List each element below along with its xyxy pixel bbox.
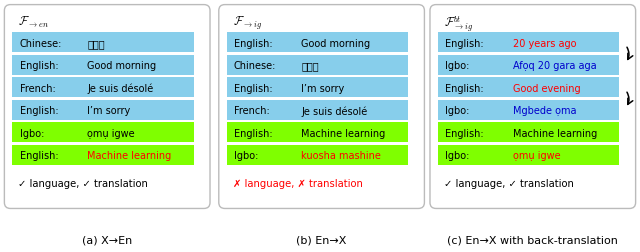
FancyBboxPatch shape <box>12 56 194 76</box>
Text: Je suis désolé: Je suis désolé <box>87 83 154 94</box>
Text: Machine learning: Machine learning <box>87 151 172 161</box>
Text: English:: English: <box>234 39 273 49</box>
Text: (c) En→X with back-translation: (c) En→X with back-translation <box>447 234 618 244</box>
FancyBboxPatch shape <box>438 145 620 165</box>
FancyBboxPatch shape <box>438 33 620 53</box>
Text: Igbo:: Igbo: <box>234 151 259 161</box>
Text: English:: English: <box>19 106 58 116</box>
Text: English:: English: <box>19 151 58 161</box>
FancyBboxPatch shape <box>12 33 194 53</box>
Text: I’m sorry: I’m sorry <box>87 106 131 116</box>
Text: ✓ language, ✓ translation: ✓ language, ✓ translation <box>19 179 148 189</box>
Text: $\mathcal{F}^{bt}_{\rightarrow ig}$: $\mathcal{F}^{bt}_{\rightarrow ig}$ <box>444 15 473 35</box>
Text: I’m sorry: I’m sorry <box>301 83 345 93</box>
Text: Good evening: Good evening <box>513 83 580 93</box>
Text: English:: English: <box>445 39 484 49</box>
FancyBboxPatch shape <box>430 6 636 209</box>
Text: Igbo:: Igbo: <box>19 128 44 138</box>
Text: Good morning: Good morning <box>301 39 371 49</box>
FancyBboxPatch shape <box>4 6 210 209</box>
Text: $\mathcal{F}_{\rightarrow ig}$: $\mathcal{F}_{\rightarrow ig}$ <box>233 15 262 32</box>
FancyBboxPatch shape <box>438 56 620 76</box>
FancyBboxPatch shape <box>227 145 408 165</box>
FancyBboxPatch shape <box>12 145 194 165</box>
Text: Igbo:: Igbo: <box>445 61 470 71</box>
FancyBboxPatch shape <box>12 123 194 143</box>
Text: Je suis désolé: Je suis désolé <box>301 106 368 116</box>
FancyBboxPatch shape <box>227 123 408 143</box>
FancyBboxPatch shape <box>227 101 408 120</box>
Text: Chinese:: Chinese: <box>234 61 276 71</box>
Text: French:: French: <box>19 83 55 93</box>
FancyBboxPatch shape <box>438 101 620 120</box>
Text: English:: English: <box>19 61 58 71</box>
FancyBboxPatch shape <box>219 6 424 209</box>
Text: Good morning: Good morning <box>87 61 156 71</box>
Text: (b) En→X: (b) En→X <box>296 234 347 244</box>
Text: Chinese:: Chinese: <box>19 39 62 49</box>
Text: French:: French: <box>234 106 269 116</box>
Text: English:: English: <box>445 128 484 138</box>
Text: 20 years ago: 20 years ago <box>513 39 576 49</box>
FancyBboxPatch shape <box>227 56 408 76</box>
FancyBboxPatch shape <box>438 78 620 98</box>
Text: Afọq 20 gara aga: Afọq 20 gara aga <box>513 61 596 71</box>
Text: English:: English: <box>234 83 273 93</box>
Text: ọmụ igwe: ọmụ igwe <box>513 151 560 161</box>
Text: kuosha mashine: kuosha mashine <box>301 151 381 161</box>
Text: Mgbede ọma: Mgbede ọma <box>513 106 576 116</box>
FancyBboxPatch shape <box>438 123 620 143</box>
FancyBboxPatch shape <box>12 78 194 98</box>
Text: Igbo:: Igbo: <box>445 151 470 161</box>
Text: Machine learning: Machine learning <box>513 128 597 138</box>
FancyBboxPatch shape <box>12 101 194 120</box>
Text: $\mathcal{F}_{\rightarrow en}$: $\mathcal{F}_{\rightarrow en}$ <box>19 15 49 29</box>
Text: 早上好: 早上好 <box>301 61 319 71</box>
Text: English:: English: <box>234 128 273 138</box>
Text: Machine learning: Machine learning <box>301 128 386 138</box>
Text: English:: English: <box>445 83 484 93</box>
FancyBboxPatch shape <box>227 33 408 53</box>
Text: 早上好: 早上好 <box>87 39 105 49</box>
Text: Igbo:: Igbo: <box>445 106 470 116</box>
Text: ✓ language, ✓ translation: ✓ language, ✓ translation <box>444 179 574 189</box>
Text: (a) X→En: (a) X→En <box>82 234 132 244</box>
Text: ✗ language, ✗ translation: ✗ language, ✗ translation <box>233 179 363 189</box>
Text: ọmụ igwe: ọmụ igwe <box>87 128 134 138</box>
FancyBboxPatch shape <box>227 78 408 98</box>
